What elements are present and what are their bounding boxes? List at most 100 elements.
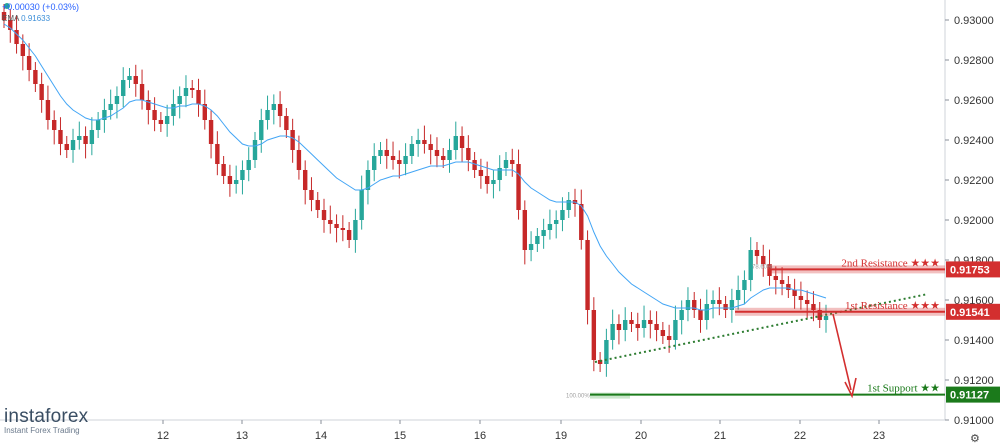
candle-body	[177, 96, 182, 104]
candle-body	[1, 12, 7, 20]
candle-body	[284, 116, 289, 130]
candle-body	[623, 320, 628, 330]
candle-body	[629, 320, 634, 324]
candle-body	[240, 170, 245, 180]
ema-label: EMA	[2, 14, 19, 23]
candle-body	[102, 110, 107, 120]
candle-body	[685, 300, 691, 310]
support-trendline	[594, 293, 929, 363]
candle-body	[415, 140, 421, 144]
candle-body	[39, 84, 44, 100]
brand-subtitle: Instant Forex Trading	[4, 426, 80, 435]
candle-body	[397, 160, 402, 164]
candle-body	[51, 120, 57, 130]
candle-body	[340, 228, 346, 230]
level-price-box	[946, 303, 1000, 320]
candle-body	[698, 310, 703, 320]
x-tick-label: 23	[873, 430, 885, 442]
candle-body	[742, 280, 747, 290]
candle-body	[121, 80, 126, 96]
candle-body	[246, 160, 251, 170]
candle-body	[610, 324, 615, 340]
candle-body	[692, 300, 697, 310]
candle-body	[302, 170, 308, 190]
y-tick-label: 0.93000	[954, 15, 994, 27]
candle-body	[277, 104, 283, 116]
candle-body	[441, 156, 446, 160]
candle-body	[365, 170, 371, 190]
candle-body	[666, 336, 672, 340]
candle-body	[33, 70, 38, 84]
x-tick-label: 21	[714, 430, 726, 442]
y-tick-label: 0.91000	[954, 415, 994, 427]
x-tick-label: 14	[315, 430, 327, 442]
candle-body	[139, 84, 145, 100]
candle-body	[553, 220, 559, 224]
candle-body	[127, 76, 132, 80]
candle-body	[710, 300, 716, 304]
level-price-label: 0.91753	[950, 264, 990, 276]
candle-body	[190, 88, 195, 90]
x-tick-label: 12	[157, 430, 169, 442]
candle-body	[95, 120, 101, 130]
candle-body	[146, 100, 151, 110]
candle-body	[459, 136, 465, 148]
candle-body	[133, 76, 138, 84]
candle-body	[503, 160, 509, 168]
candle-body	[660, 330, 666, 336]
candle-body	[434, 150, 440, 156]
candle-body	[547, 224, 553, 230]
candle-body	[290, 130, 295, 150]
candle-body	[428, 144, 433, 150]
candle-body	[265, 110, 270, 120]
candle-body	[673, 320, 678, 340]
candle-body	[566, 200, 571, 210]
y-tick-label: 0.91400	[954, 335, 994, 347]
candle-body	[792, 290, 797, 296]
candle-body	[233, 180, 239, 184]
candle-body	[77, 136, 82, 140]
candle-body	[164, 116, 170, 124]
candle-body	[359, 190, 364, 220]
candle-body	[208, 120, 214, 144]
level-price-label: 0.91541	[950, 307, 990, 319]
candle-body	[723, 304, 728, 310]
candle-body	[823, 316, 829, 320]
gear-icon[interactable]: ⚙	[970, 433, 980, 445]
candle-body	[183, 88, 189, 96]
forecast-arrow	[832, 313, 852, 391]
candle-body	[20, 44, 26, 56]
y-tick-label: 0.91200	[954, 375, 994, 387]
candle-body	[321, 210, 327, 220]
candle-body	[114, 96, 120, 104]
candle-body	[221, 164, 226, 176]
candle-body	[491, 180, 496, 184]
level-price-box	[946, 386, 1000, 403]
candle-body	[372, 156, 377, 170]
candle-body	[754, 250, 760, 256]
x-tick-label: 20	[635, 430, 647, 442]
candle-body	[64, 144, 69, 150]
candle-body	[516, 164, 521, 210]
candle-body	[14, 30, 19, 44]
candle-body	[158, 120, 164, 124]
candle-body	[704, 304, 709, 320]
candle-body	[817, 310, 822, 320]
candle-body	[334, 224, 339, 228]
candle-body	[346, 230, 352, 240]
y-tick-label: 0.92600	[954, 95, 994, 107]
candle-body	[510, 160, 515, 164]
level-name: 1st Support ★★	[867, 383, 940, 395]
x-tick-label: 22	[794, 430, 806, 442]
candle-body	[453, 136, 458, 150]
x-tick-label: 15	[394, 430, 406, 442]
candle-body	[616, 324, 622, 330]
level-price-label: 0.91127	[950, 390, 989, 402]
level-name: 1st Resistance ★★★	[845, 300, 940, 312]
price-change: +0.00030 (+0.03%)	[2, 2, 80, 12]
candle-body	[271, 104, 277, 110]
candle-body	[811, 304, 816, 310]
candle-body	[384, 150, 389, 156]
candle-body	[579, 204, 584, 240]
